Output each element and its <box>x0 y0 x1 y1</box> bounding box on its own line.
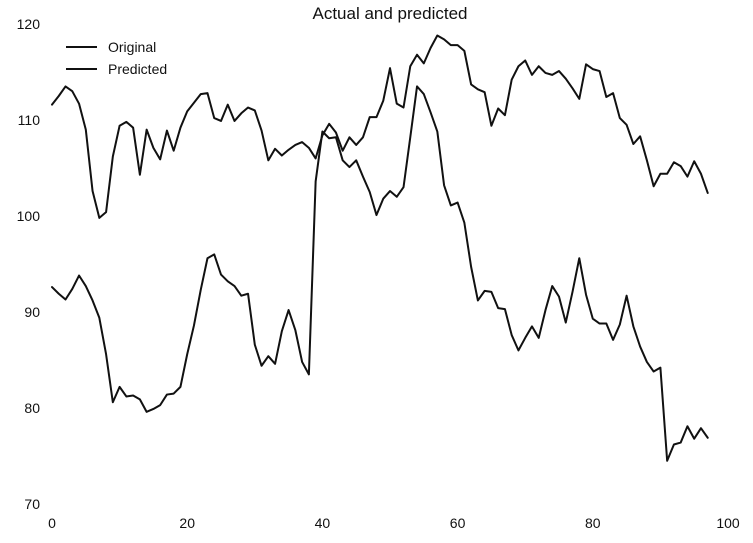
y-tick-label: 120 <box>17 16 41 32</box>
y-axis: 70 80 90 100 110 120 <box>17 16 41 512</box>
legend-label: Predicted <box>108 61 167 77</box>
chart-title: Actual and predicted <box>313 4 468 23</box>
y-tick-label: 100 <box>17 208 41 224</box>
x-tick-label: 100 <box>716 515 740 531</box>
x-tick-label: 40 <box>315 515 331 531</box>
y-tick-label: 80 <box>24 400 40 416</box>
x-axis: 0 20 40 60 80 100 <box>48 515 740 531</box>
series-line-predicted <box>51 34 709 219</box>
x-tick-label: 20 <box>179 515 195 531</box>
plot-area <box>51 34 709 462</box>
x-tick-label: 60 <box>450 515 466 531</box>
x-tick-label: 0 <box>48 515 56 531</box>
y-tick-label: 110 <box>18 112 41 128</box>
y-tick-label: 90 <box>24 304 40 320</box>
y-tick-label: 70 <box>24 496 40 512</box>
x-tick-label: 80 <box>585 515 601 531</box>
series-line-original <box>51 85 709 462</box>
legend: Original Predicted <box>66 39 167 77</box>
legend-label: Original <box>108 39 156 55</box>
